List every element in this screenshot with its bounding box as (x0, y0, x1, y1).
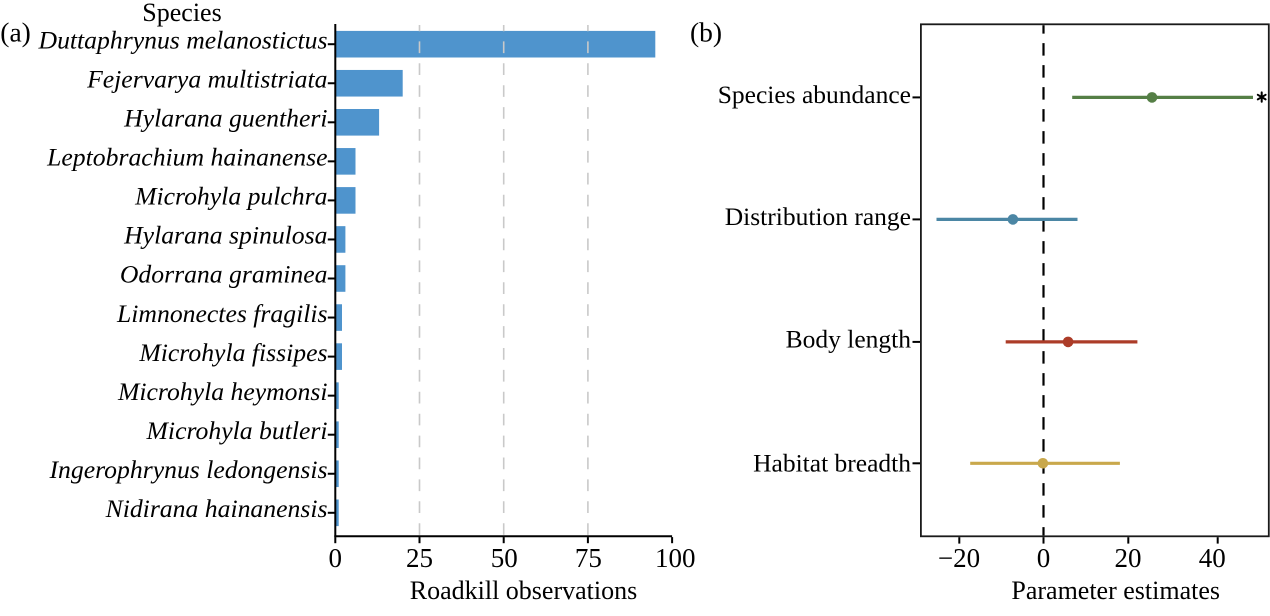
svg-text:Odorrana graminea: Odorrana graminea (120, 260, 328, 289)
svg-text:Leptobrachium hainanense: Leptobrachium hainanense (46, 143, 327, 172)
svg-text:20: 20 (1115, 543, 1142, 573)
svg-text:−20: −20 (938, 543, 980, 573)
svg-text:0: 0 (1037, 543, 1051, 573)
svg-text:Hylarana spinulosa: Hylarana spinulosa (123, 221, 327, 250)
svg-text:Distribution range: Distribution range (725, 202, 911, 231)
svg-text:Species: Species (142, 0, 221, 27)
svg-text:75: 75 (575, 543, 602, 573)
svg-text:50: 50 (491, 543, 518, 573)
svg-text:(b): (b) (690, 17, 722, 48)
svg-text:Microhyla butleri: Microhyla butleri (146, 416, 328, 445)
svg-text:Ingerophrynus ledongensis: Ingerophrynus ledongensis (48, 455, 327, 484)
svg-text:(a): (a) (0, 17, 31, 48)
svg-text:Body length: Body length (786, 325, 912, 354)
svg-text:Microhyla pulchra: Microhyla pulchra (134, 182, 327, 211)
svg-text:100: 100 (655, 543, 696, 573)
svg-text:40: 40 (1199, 543, 1226, 573)
svg-text:Parameter estimates: Parameter estimates (1011, 576, 1220, 605)
svg-text:Nidirana hainanensis: Nidirana hainanensis (105, 494, 328, 523)
svg-text:Fejervarya multistriata: Fejervarya multistriata (86, 64, 327, 93)
svg-text:Microhyla heymonsi: Microhyla heymonsi (117, 377, 328, 406)
svg-text:Microhyla fissipes: Microhyla fissipes (138, 338, 327, 367)
svg-text:Duttaphrynus melanostictus: Duttaphrynus melanostictus (38, 25, 328, 54)
svg-text:Species abundance: Species abundance (718, 80, 911, 109)
svg-text:0: 0 (329, 543, 343, 573)
svg-text:Roadkill observations: Roadkill observations (410, 576, 637, 605)
svg-text:Hylarana guentheri: Hylarana guentheri (123, 104, 327, 133)
svg-text:Habitat breadth: Habitat breadth (753, 449, 911, 478)
svg-text:Limnonectes fragilis: Limnonectes fragilis (116, 299, 328, 328)
svg-text:25: 25 (406, 543, 433, 573)
